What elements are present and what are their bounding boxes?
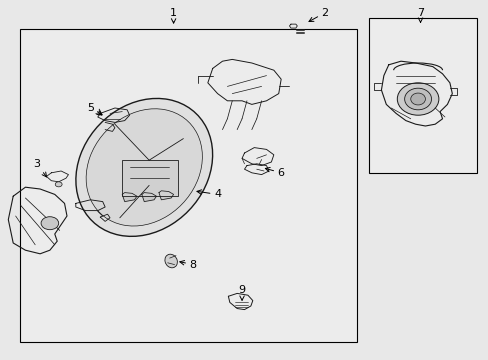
Circle shape: [41, 217, 59, 230]
Ellipse shape: [397, 83, 438, 115]
Text: 1: 1: [170, 8, 177, 23]
Text: 3: 3: [33, 159, 46, 177]
Polygon shape: [159, 191, 173, 200]
Bar: [20, 29, 356, 342]
Ellipse shape: [164, 254, 177, 268]
Text: 8: 8: [180, 260, 196, 270]
Ellipse shape: [86, 109, 202, 226]
Ellipse shape: [76, 98, 212, 237]
Text: 2: 2: [308, 8, 328, 22]
Text: 4: 4: [197, 189, 221, 199]
Bar: [368, 18, 476, 173]
Bar: [122, 160, 178, 196]
Text: 6: 6: [265, 167, 284, 178]
Text: 7: 7: [416, 8, 423, 22]
Circle shape: [55, 182, 62, 187]
Ellipse shape: [410, 93, 425, 105]
Polygon shape: [122, 193, 137, 202]
Text: 5: 5: [87, 103, 102, 115]
Polygon shape: [142, 193, 156, 202]
Ellipse shape: [404, 88, 430, 110]
Text: 9: 9: [238, 285, 245, 300]
